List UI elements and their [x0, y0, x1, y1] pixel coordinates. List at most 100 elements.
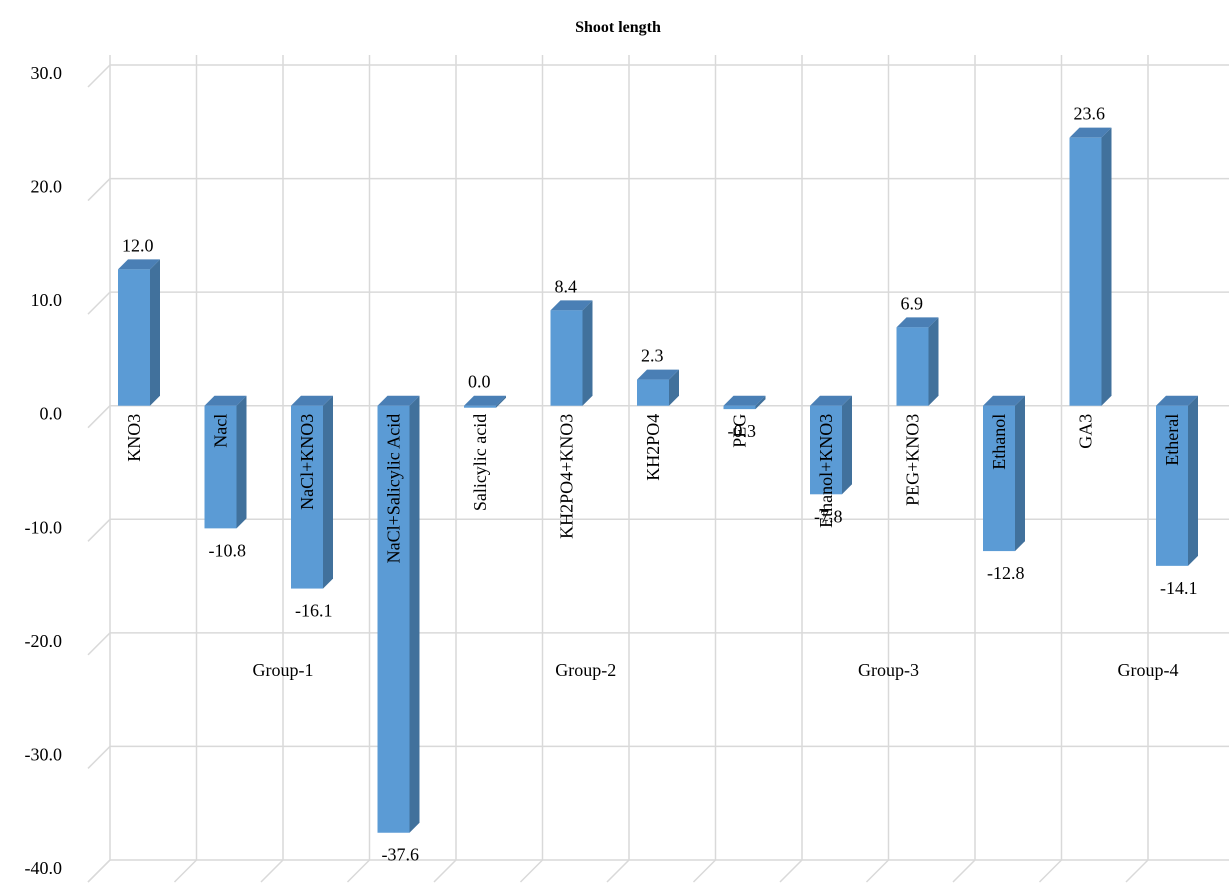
gridline-floor	[87, 859, 111, 883]
gridline-depth	[87, 64, 111, 88]
value-labels: 12.0 -10.8 -16.1 -37.6 0.0 8.4 2.3 -0.3 -7.8 6.9 -…	[122, 104, 1198, 865]
value-label: -10.8	[209, 540, 247, 560]
gridline-depth	[87, 178, 111, 202]
bar-front	[118, 269, 150, 406]
category-label: PEG	[730, 414, 750, 448]
bar-front	[896, 327, 929, 406]
bar-side	[755, 395, 766, 410]
bar-side	[150, 259, 160, 406]
category-label: NaCl+KNO3	[297, 414, 317, 510]
category-label: KH2PO4+KNO3	[557, 414, 577, 539]
y-tick-label: -40.0	[25, 858, 63, 878]
bar-top	[637, 369, 679, 380]
value-label: 0.0	[468, 372, 491, 392]
group-label: Group-4	[1118, 660, 1179, 680]
category-labels: KNO3 Nacl NaCl+KNO3 NaCl+Salicylic Acid Sali…	[124, 414, 1182, 564]
bar-top	[723, 395, 766, 406]
bar-top	[810, 395, 852, 406]
gridline-floor	[692, 859, 717, 883]
gridline-floor	[865, 859, 890, 883]
group-labels: Group-1 Group-2 Group-3 Group-4	[253, 660, 1179, 680]
gridline-floor	[1125, 859, 1149, 883]
bar	[550, 300, 593, 406]
bar-front	[810, 405, 842, 495]
bar-top	[1156, 395, 1198, 406]
y-tick-label: -10.0	[25, 517, 63, 537]
category-label: Ethanol+KNO3	[816, 414, 836, 528]
bar	[204, 395, 247, 529]
bar-front	[1156, 405, 1188, 566]
y-axis-ticks: 30.0 20.0 10.0 0.0 -10.0 -20.0 -30.0 -40.0	[25, 63, 63, 878]
value-label: -37.6	[382, 845, 420, 865]
y-tick-label: 30.0	[31, 63, 63, 83]
value-label: -12.8	[987, 563, 1025, 583]
value-label: 8.4	[555, 276, 578, 296]
bar-side	[1101, 127, 1112, 406]
gridline-floor	[1038, 859, 1063, 883]
gridline-depth	[87, 405, 111, 429]
bar-top	[118, 259, 160, 270]
bar	[1069, 127, 1112, 406]
bar-front	[1069, 137, 1102, 406]
bar-side	[928, 317, 939, 406]
gridline-depth	[87, 518, 111, 542]
bar	[118, 259, 160, 406]
bar	[723, 395, 766, 410]
value-label: 12.0	[122, 235, 154, 255]
bar-side	[842, 395, 852, 495]
bar-side	[669, 369, 679, 406]
y-tick-label: -20.0	[25, 631, 63, 651]
value-label: 23.6	[1074, 104, 1106, 124]
bar-front	[204, 405, 237, 529]
bar-top	[550, 300, 593, 311]
bar-front	[723, 405, 756, 410]
category-label: Etheral	[1162, 414, 1182, 466]
category-label: Nacl	[211, 414, 231, 448]
bar-front	[983, 405, 1015, 552]
value-label: -7.8	[814, 506, 843, 526]
bar-top	[464, 395, 506, 406]
bar	[637, 369, 679, 406]
bar-side	[496, 395, 506, 408]
y-tick-label: -30.0	[25, 744, 63, 764]
bar	[983, 395, 1025, 552]
y-tick-label: 0.0	[40, 404, 63, 424]
value-label: -0.3	[728, 421, 757, 441]
category-label: KNO3	[124, 414, 144, 462]
value-label: -14.1	[1160, 578, 1198, 598]
value-label: -16.1	[295, 601, 333, 621]
gridline-floor	[952, 859, 976, 883]
bar	[377, 395, 420, 833]
gridline-floor	[433, 859, 457, 883]
bar-front	[377, 405, 410, 833]
y-tick-label: 20.0	[31, 177, 63, 197]
category-label: Ethanol	[989, 414, 1009, 470]
bar-top	[291, 395, 333, 406]
chart-title: Shoot length	[575, 19, 661, 36]
gridline-depth	[87, 291, 111, 315]
bar-side	[582, 300, 593, 406]
bar-top	[896, 317, 939, 328]
bar	[810, 395, 852, 495]
gridline-floor	[173, 859, 198, 883]
bar-top	[1069, 127, 1112, 138]
gridline-floor	[779, 859, 803, 883]
gridline-floor	[346, 859, 371, 883]
category-label: GA3	[1076, 414, 1096, 449]
bar-top	[983, 395, 1025, 406]
bar	[896, 317, 939, 406]
category-label: NaCl+Salicylic Acid	[384, 414, 404, 564]
gridline-floor	[606, 859, 630, 883]
bar-top	[204, 395, 247, 406]
chart-grid	[87, 55, 1229, 883]
bar	[1156, 395, 1198, 566]
bar	[464, 395, 506, 408]
category-label: Salicylic acid	[470, 414, 490, 511]
group-label: Group-2	[555, 660, 616, 680]
y-tick-label: 10.0	[31, 290, 63, 310]
bar-front	[291, 405, 323, 589]
category-label: PEG+KNO3	[903, 414, 923, 506]
bar-side	[1015, 395, 1025, 552]
category-label: KH2PO4	[643, 414, 663, 481]
